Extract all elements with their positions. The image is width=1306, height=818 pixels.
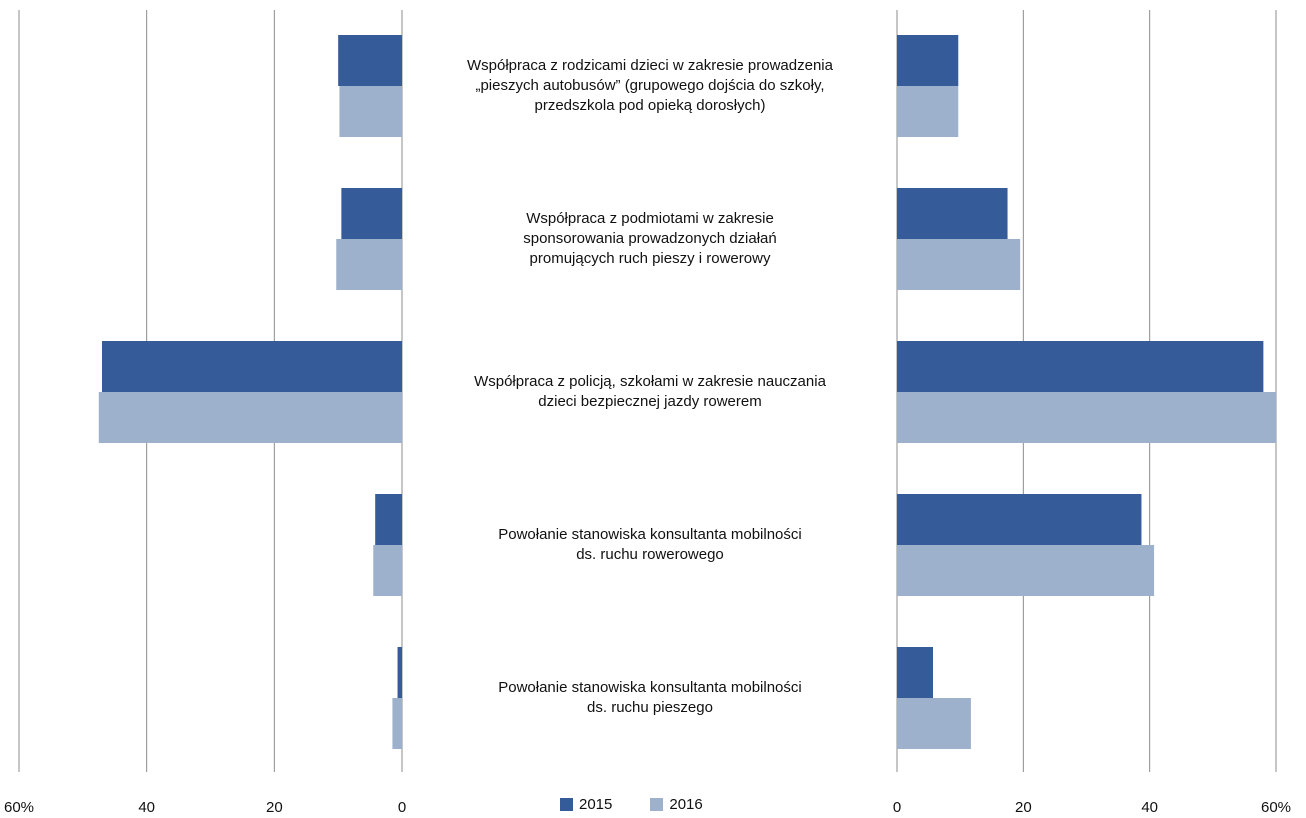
left-tick-label: 60% bbox=[4, 799, 34, 816]
right-bar-2015 bbox=[897, 647, 934, 698]
legend-item-2016: 2016 bbox=[650, 796, 703, 813]
legend-swatch-2016 bbox=[650, 798, 664, 811]
left-bar-2015 bbox=[338, 35, 402, 86]
right-bar-2015 bbox=[897, 494, 1142, 545]
right-bar-2016 bbox=[897, 698, 971, 749]
left-bar-2016 bbox=[373, 545, 402, 596]
right-bar-2016 bbox=[897, 86, 959, 137]
left-bar-2015 bbox=[101, 341, 402, 392]
legend-item-2015: 2015 bbox=[560, 796, 612, 813]
axis-ticks: 60% 40 20 0 0 20 40 60% bbox=[4, 799, 1291, 816]
category-label: Współpraca z rodzicami dzieci w zakresie… bbox=[467, 57, 833, 114]
right-bar-2016 bbox=[897, 545, 1155, 596]
left-bar-2015 bbox=[397, 647, 402, 698]
category-label: Powołanie stanowiska konsultanta mobilno… bbox=[498, 679, 802, 716]
category-label: Współpraca z podmiotami w zakresie spons… bbox=[523, 210, 777, 267]
right-tick-label: 20 bbox=[1015, 799, 1032, 816]
right-tick-label: 0 bbox=[893, 799, 901, 816]
right-bar-2015 bbox=[897, 341, 1264, 392]
category-label: Współpraca z policją, szkołami w zakresi… bbox=[474, 373, 826, 410]
legend-swatch-2015 bbox=[560, 798, 573, 811]
bars bbox=[98, 35, 1276, 749]
right-bar-2016 bbox=[897, 392, 1276, 443]
legend-label-2015: 2015 bbox=[579, 796, 613, 813]
right-tick-label: 60% bbox=[1261, 799, 1291, 816]
legend-label-2016: 2016 bbox=[669, 796, 703, 813]
left-bar-2015 bbox=[341, 188, 402, 239]
left-bar-2015 bbox=[375, 494, 402, 545]
left-bar-2016 bbox=[336, 239, 402, 290]
category-label: Powołanie stanowiska konsultanta mobilno… bbox=[498, 526, 802, 563]
left-tick-label: 0 bbox=[398, 799, 406, 816]
left-tick-label: 20 bbox=[266, 799, 283, 816]
right-bar-2016 bbox=[897, 239, 1021, 290]
left-bar-2016 bbox=[392, 698, 402, 749]
left-bar-2016 bbox=[339, 86, 402, 137]
left-bar-2016 bbox=[98, 392, 403, 443]
right-bar-2015 bbox=[897, 188, 1008, 239]
right-tick-label: 40 bbox=[1141, 799, 1158, 816]
legend: 2015 2016 bbox=[560, 796, 741, 813]
right-bar-2015 bbox=[897, 35, 959, 86]
left-tick-label: 40 bbox=[138, 799, 155, 816]
